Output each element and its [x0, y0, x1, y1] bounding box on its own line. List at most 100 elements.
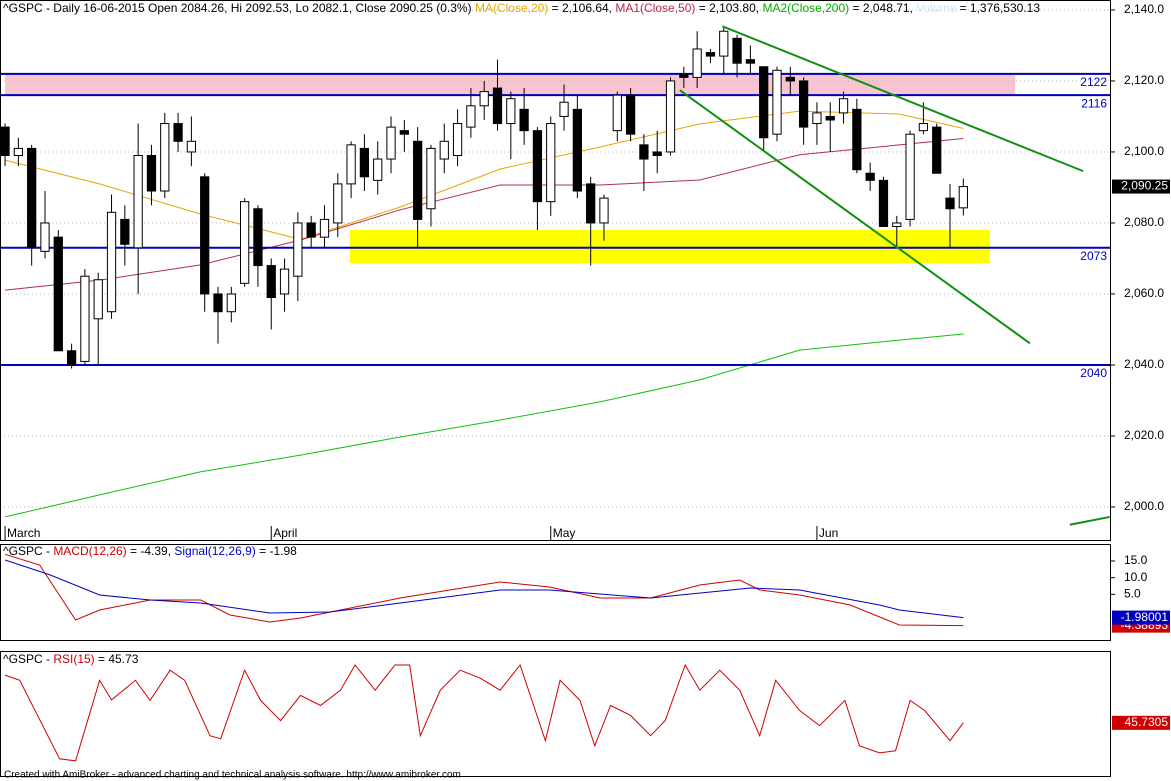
candle-body — [705, 52, 716, 57]
y-tick-label: 2,080.0 — [1124, 215, 1164, 229]
header-segment: = -4.39, — [127, 544, 175, 558]
y-tick-label: 2,040.0 — [1124, 357, 1164, 371]
candle-body — [439, 140, 449, 160]
candle-body — [506, 98, 516, 125]
candle-body — [413, 140, 423, 220]
candle-body — [373, 158, 383, 181]
value-marker-label: 2,090.25 — [1121, 179, 1168, 193]
candle-body — [80, 275, 90, 362]
panel-header: ^GSPC - MACD(12,26) = -4.39, Signal(12,2… — [3, 544, 297, 558]
header-segment: MA(Close,20) — [475, 1, 548, 15]
candle-body — [759, 66, 769, 139]
indicator-line — [4, 553, 964, 627]
candle-body — [679, 73, 689, 78]
header-segment: ^GSPC - — [3, 652, 53, 666]
candle-body — [13, 147, 23, 157]
candle-body — [306, 222, 316, 238]
candle-body — [226, 293, 236, 313]
macd-panel-frame — [0, 544, 1111, 641]
candle-body — [106, 211, 117, 313]
trend-line — [1069, 515, 1110, 526]
x-tick-label: May — [553, 526, 576, 540]
candle-body — [0, 126, 10, 157]
header-segment: Volume — [916, 1, 956, 15]
candle-body — [146, 155, 157, 192]
header-segment: = -1.98 — [256, 544, 297, 558]
band — [5, 73, 1016, 96]
level-label: 2122 — [1080, 75, 1107, 89]
value-marker-label: 45.7305 — [1125, 715, 1169, 729]
candle-body — [346, 144, 356, 185]
moving-average — [4, 333, 964, 518]
candle-body — [399, 130, 409, 135]
candle-body — [27, 147, 37, 249]
candle-body — [625, 94, 636, 135]
candle-body — [586, 183, 596, 224]
header-segment: = 45.73 — [95, 652, 139, 666]
y-tick-label: 2,100.0 — [1124, 144, 1164, 158]
candle-body — [186, 140, 197, 153]
value-marker — [1112, 610, 1170, 625]
candle-body — [719, 30, 729, 57]
candle-body — [319, 218, 330, 238]
price-panel-frame — [0, 0, 1111, 541]
candle-body — [865, 172, 875, 181]
candle-body — [293, 222, 303, 277]
candle-body — [213, 293, 223, 313]
level-label: 2116 — [1081, 96, 1107, 110]
header-segment: RSI(15) — [53, 652, 94, 666]
candle-body — [692, 48, 702, 78]
candle-body — [958, 186, 968, 209]
candle-body — [559, 101, 569, 117]
indicator-line — [4, 559, 964, 619]
candle-body — [266, 265, 276, 299]
candle-body — [93, 279, 103, 320]
value-marker — [1112, 179, 1170, 194]
value-marker — [1112, 715, 1170, 730]
header-segment: = 1,376,530.13 — [956, 1, 1040, 15]
header-segment: MACD(12,26) — [53, 544, 126, 558]
candle-body — [386, 126, 396, 160]
candle-body — [812, 112, 822, 125]
candle-body — [532, 130, 543, 203]
moving-average — [4, 110, 964, 240]
level-label: 2040 — [1080, 366, 1107, 380]
plot-layer: 2,000.0 2,020.0 2,040.0 2,060.0 2,080.0 2,100… — [0, 1, 1170, 762]
candle-body — [798, 80, 809, 128]
candle-body — [546, 123, 556, 203]
header-segment: ^GSPC - Daily 16-06-2015 Open 2084.26, H… — [3, 1, 475, 15]
candle-body — [825, 115, 835, 121]
y-tick-label: 10.0 — [1124, 570, 1148, 584]
value-marker-label: -1.98001 — [1121, 610, 1169, 624]
y-tick-label: 15.0 — [1124, 553, 1148, 567]
header-segment: MA2(Close,200) — [762, 1, 849, 15]
candle-body — [173, 123, 183, 142]
candle-body — [665, 80, 676, 153]
candle-body — [599, 197, 609, 224]
candle-body — [466, 105, 476, 128]
y-tick-label: 2,140.0 — [1124, 2, 1164, 16]
band — [349, 230, 990, 264]
candle-body — [732, 37, 742, 64]
header-segment: ^GSPC - — [3, 544, 53, 558]
candle-body — [785, 76, 795, 82]
moving-average — [5, 138, 964, 291]
candle-body — [945, 197, 955, 210]
y-tick-label: 2,120.0 — [1124, 73, 1164, 87]
candle-body — [53, 236, 63, 352]
candle-body — [878, 179, 889, 228]
candle-body — [200, 176, 210, 295]
x-tick-label: March — [7, 526, 40, 540]
candle-body — [838, 98, 849, 114]
candle-body — [519, 108, 529, 132]
x-tick-label: Jun — [819, 526, 838, 540]
y-tick-label: 2,060.0 — [1124, 286, 1164, 300]
candle-body — [918, 123, 929, 132]
candle-body — [652, 151, 662, 157]
indicator-line — [4, 663, 964, 762]
candle-body — [253, 208, 263, 267]
candle-body — [240, 201, 250, 284]
y-tick-label: 2,020.0 — [1124, 428, 1164, 442]
